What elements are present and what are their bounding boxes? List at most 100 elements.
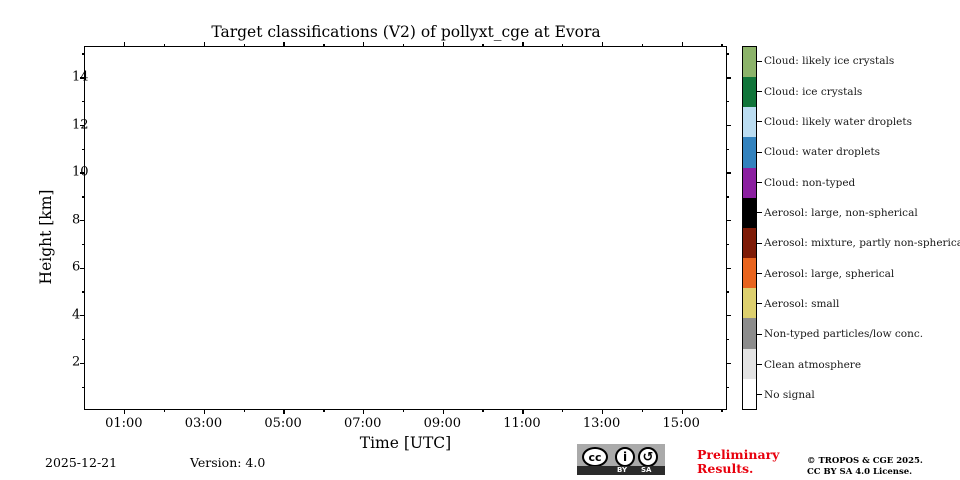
footer-date: 2025-12-21 (45, 455, 118, 470)
y-axis-minor-tick (82, 196, 85, 198)
y-axis-minor-tick (726, 243, 729, 246)
colorbar-band (743, 288, 756, 319)
x-axis-tick-label: 13:00 (582, 416, 621, 431)
x-axis-minor-tick (402, 409, 405, 412)
y-axis-tick-label: 4 (72, 307, 81, 323)
y-axis-tick (80, 220, 85, 222)
x-axis-tick (522, 42, 524, 47)
colorbar-category-label: Non-typed particles/low conc. (764, 328, 924, 341)
colorbar-band (743, 46, 756, 78)
y-axis-minor-tick (82, 148, 85, 150)
preliminary-results-note: Preliminary Results. (697, 448, 779, 475)
colorbar-tick (757, 394, 762, 396)
x-axis-tick (363, 42, 365, 47)
colorbar-category-label: Cloud: likely water droplets (764, 115, 912, 128)
x-axis-minor-tick (323, 44, 325, 47)
x-axis-tick (283, 42, 285, 47)
colorbar-category-label: Aerosol: mixture, partly non-spherical (764, 237, 960, 250)
y-axis-minor-tick (82, 243, 85, 246)
attribution-icon-glyph: i (622, 450, 628, 464)
x-axis-minor-tick (641, 44, 644, 47)
y-axis-tick (80, 172, 85, 174)
colorbar-category-label: Aerosol: large, non-spherical (764, 206, 918, 219)
colorbar-tick (757, 303, 762, 305)
x-axis-minor-tick (562, 44, 564, 47)
x-axis-tick (124, 42, 126, 47)
x-axis-tick (681, 409, 683, 414)
y-axis-tick (726, 315, 731, 317)
badge-sa-label: SA (641, 466, 652, 474)
x-axis-minor-tick (721, 409, 723, 412)
colorbar-tick (757, 90, 762, 93)
y-axis-tick-label: 10 (72, 164, 89, 180)
colorbar-band (743, 137, 756, 168)
y-axis-tick-label: 6 (72, 259, 81, 275)
colorbar-tick (757, 272, 762, 275)
x-axis-tick-label: 07:00 (343, 416, 382, 431)
colorbar-category-label: Cloud: non-typed (764, 176, 856, 189)
x-axis-tick-label: 15:00 (662, 416, 700, 431)
colorbar-category-label: Aerosol: small (764, 297, 840, 310)
colorbar-tick (757, 212, 762, 214)
y-axis-tick-label: 12 (72, 117, 89, 132)
colorbar-band (743, 318, 756, 349)
x-axis-tick (363, 409, 365, 414)
page-title: Target classifications (V2) of pollyxt_c… (211, 23, 601, 41)
x-axis-tick (203, 42, 206, 47)
share-alike-icon: ↺ (638, 447, 658, 467)
colorbar-category-label: No signal (764, 388, 815, 401)
preliminary-line-2: Results. (697, 460, 754, 476)
y-axis-tick (726, 77, 731, 79)
y-axis-tick (80, 362, 85, 365)
preliminary-line-1: Preliminary (697, 447, 780, 462)
x-axis-tick (124, 409, 126, 414)
y-axis-tick (726, 267, 731, 269)
copyright-line-1: © TROPOS & CGE 2025. (807, 456, 923, 466)
colorbar-band (743, 107, 756, 138)
x-axis-tick-label: 03:00 (184, 416, 223, 431)
colorbar-tick (757, 333, 762, 335)
x-axis-minor-tick (482, 409, 484, 412)
colorbar-band (743, 227, 756, 259)
y-axis-tick (726, 124, 731, 127)
y-axis-tick (726, 362, 731, 365)
x-axis-tick (601, 409, 604, 414)
x-axis-tick (283, 409, 285, 414)
y-axis-minor-tick (726, 196, 729, 198)
footer-version: Version: 4.0 (190, 455, 266, 470)
colorbar-tick (757, 121, 762, 123)
y-axis-minor-tick (82, 338, 85, 341)
badge-by-label: BY (617, 466, 628, 474)
x-axis-minor-tick (243, 44, 245, 47)
y-axis-tick (80, 124, 85, 127)
colorbar-band (743, 348, 756, 379)
badge-bottom-strip (577, 466, 665, 475)
x-axis-minor-tick (402, 44, 405, 47)
y-axis-tick (80, 315, 85, 317)
y-axis-tick-label: 14 (72, 69, 89, 85)
y-axis-minor-tick (726, 386, 729, 388)
y-axis-minor-tick (726, 101, 729, 103)
x-axis-tick (203, 409, 206, 414)
colorbar-category-label: Clean atmosphere (764, 358, 862, 371)
y-axis-minor-tick (82, 291, 85, 293)
colorbar-tick (757, 151, 762, 153)
x-axis-minor-tick (641, 409, 644, 412)
classification-colorbar (742, 46, 757, 410)
x-axis-label: Time [UTC] (359, 434, 452, 452)
y-axis-minor-tick (726, 338, 729, 341)
copyright-note: © TROPOS & CGE 2025. CC BY SA 4.0 Licens… (807, 456, 923, 478)
x-axis-tick (601, 42, 604, 47)
colorbar-tick (757, 181, 762, 184)
colorbar-category-label: Cloud: water droplets (764, 146, 881, 159)
colorbar-band (743, 77, 756, 108)
colorbar-category-label: Cloud: likely ice crystals (764, 55, 895, 68)
x-axis-minor-tick (721, 44, 723, 47)
x-axis-minor-tick (482, 44, 484, 47)
x-axis-minor-tick (323, 409, 325, 412)
y-axis-tick (726, 220, 731, 222)
colorbar-tick (757, 60, 762, 62)
x-axis-tick-label: 05:00 (264, 416, 302, 431)
share-alike-icon-glyph: ↺ (642, 449, 654, 465)
y-axis-tick-label: 2 (72, 354, 81, 370)
